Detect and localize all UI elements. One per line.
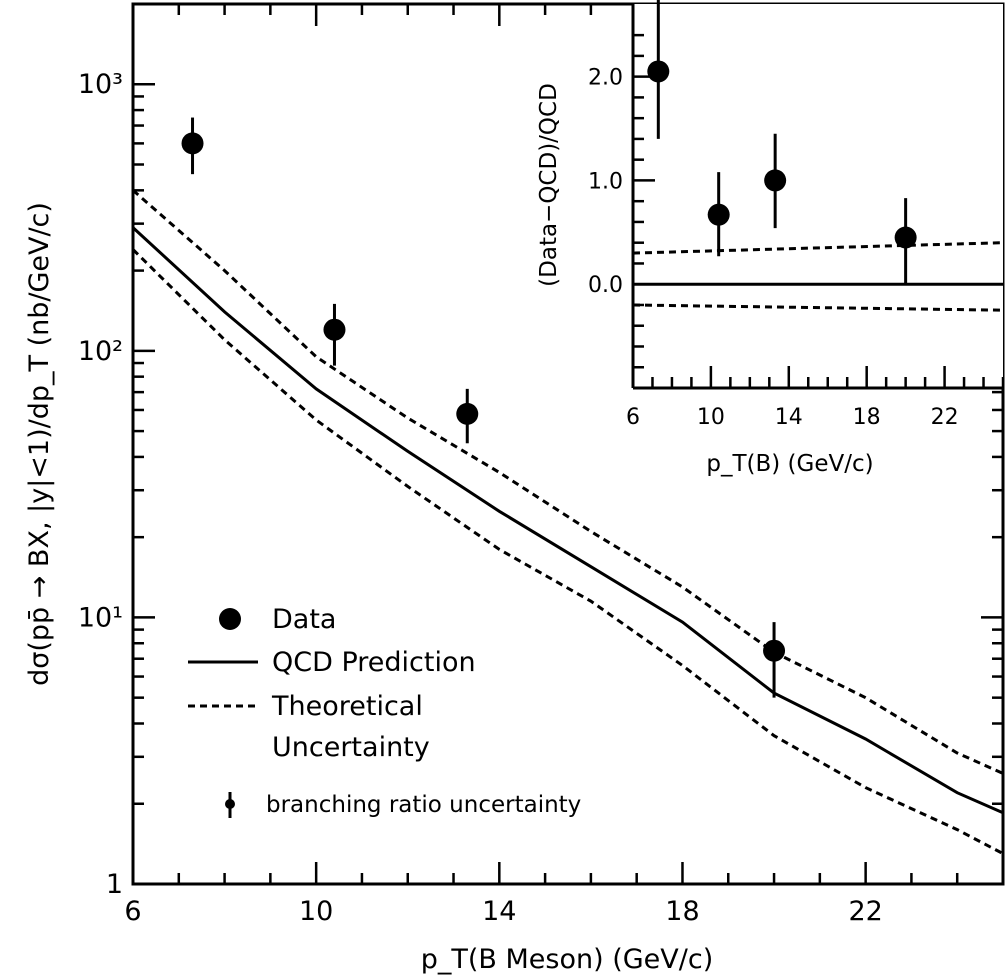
main-x-tick-label: 10	[299, 896, 333, 927]
main-x-tick-label: 22	[848, 896, 882, 927]
main-y-tick-label: 10²	[78, 336, 123, 367]
inset-series-line-3	[632, 303, 1004, 312]
main-series-line-1	[131, 226, 1004, 815]
main-chart: 6 10 14 18 22 1 10¹ 10² 10³ p_T(B Meson) (GeV/c…	[24, 2, 1005, 975]
main-y-tick-label: 1	[106, 869, 123, 900]
inset-chart: 6 10 14 18 22 0.0 1.0 2.0 p_T(B) (GeV/c) (Data…	[536, 0, 1005, 477]
main-data-point	[763, 639, 786, 662]
inset-y-axis-title: (Data−QCD)/QCD	[536, 83, 562, 287]
inset-x-tick-label: 22	[931, 405, 959, 430]
main-points	[181, 117, 786, 698]
inset-x-axis: 6 10 14 18 22	[626, 366, 1005, 430]
legend-theory-label: Theoretical	[271, 691, 423, 722]
inset-y-axis: 0.0 1.0 2.0	[588, 33, 655, 369]
main-plot-frame	[131, 2, 1005, 886]
inset-y-tick-label: 1.0	[588, 169, 623, 194]
inset-x-tick-label: 6	[626, 405, 640, 430]
legend-br-label: branching ratio uncertainty	[266, 792, 581, 818]
main-x-tick-label: 6	[124, 896, 141, 927]
legend-data-marker	[219, 608, 241, 630]
inset-x-tick-label: 10	[697, 405, 725, 430]
inset-data-point	[647, 60, 670, 83]
main-y-tick-label: 10¹	[78, 602, 123, 633]
main-y-axis: 1 10¹ 10² 10³	[78, 2, 1003, 900]
inset-plot-background	[633, 4, 1003, 388]
inset-x-axis-title: p_T(B) (GeV/c)	[706, 451, 873, 477]
legend-data-label: Data	[272, 604, 336, 635]
legend-br-marker	[225, 799, 235, 809]
main-x-axis: 6 10 14 18 22	[124, 4, 1005, 927]
inset-curves	[632, 241, 1004, 312]
main-curves	[131, 189, 1004, 855]
main-x-tick-label: 18	[665, 896, 699, 927]
main-x-tick-label: 14	[482, 896, 516, 927]
legend-uncertainty-label: Uncertainty	[272, 732, 430, 763]
inset-x-tick-label: 18	[853, 405, 881, 430]
inset-y-tick-label: 0.0	[588, 273, 623, 298]
inset-x-tick-label: 14	[775, 405, 803, 430]
main-data-point	[181, 132, 204, 155]
main-x-axis-title: p_T(B Meson) (GeV/c)	[421, 944, 714, 975]
inset-data-point	[894, 226, 917, 249]
main-series-line-3	[131, 248, 1004, 855]
inset-y-tick-label: 2.0	[588, 66, 623, 91]
main-y-tick-label: 10³	[78, 69, 123, 100]
legend-qcd-label: QCD Prediction	[272, 647, 476, 678]
main-y-axis-title: dσ(pp̄ → BX, |y|<1)/dp_T (nb/GeV/c)	[24, 202, 55, 686]
inset-data-point	[764, 169, 787, 192]
legend: Data QCD Prediction Theoretical Uncertai…	[188, 604, 581, 818]
main-series-line-2	[132, 189, 1004, 775]
main-data-point	[456, 402, 479, 425]
inset-series-line-2	[632, 241, 1004, 255]
inset-data-point	[707, 203, 730, 226]
main-data-point	[323, 318, 346, 341]
